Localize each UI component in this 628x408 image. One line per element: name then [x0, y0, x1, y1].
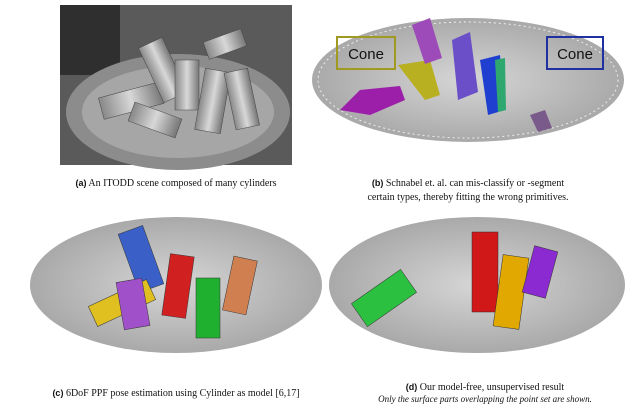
caption: (a) An ITODD scene composed of many cyli…: [75, 178, 276, 189]
tag: Cone: [557, 46, 593, 63]
point-cloud-b: Cone Cone: [312, 18, 624, 142]
caption-text: 6DoF PPF pose estimation using Cylinder …: [66, 388, 300, 399]
figure: Cone Cone (a) An ITODD scene composed of…: [0, 0, 628, 408]
panel-label: (d): [406, 382, 418, 392]
photo-a: [60, 5, 292, 170]
point-cloud-c: [30, 217, 322, 353]
caption-text: certain types, thereby fitting the wrong…: [367, 192, 568, 203]
panel-label: (b): [372, 178, 384, 188]
point-cloud-d: [329, 217, 625, 353]
caption: (d) Our model-free, unsupervised result: [406, 382, 565, 393]
caption: (b) Schnabel et. al. can mis-classify or…: [372, 178, 564, 189]
caption-text: Our model-free, unsupervised result: [420, 382, 565, 393]
panel-label: (c): [52, 388, 63, 398]
caption-text: Schnabel et. al. can mis-classify or -se…: [386, 178, 564, 189]
tag: Cone: [348, 46, 384, 63]
panel-label: (a): [75, 178, 86, 188]
caption-note: Only the surface parts overlapping the p…: [378, 394, 592, 404]
caption-text: An ITODD scene composed of many cylinder…: [88, 178, 276, 189]
caption: (c) 6DoF PPF pose estimation using Cylin…: [52, 388, 299, 399]
